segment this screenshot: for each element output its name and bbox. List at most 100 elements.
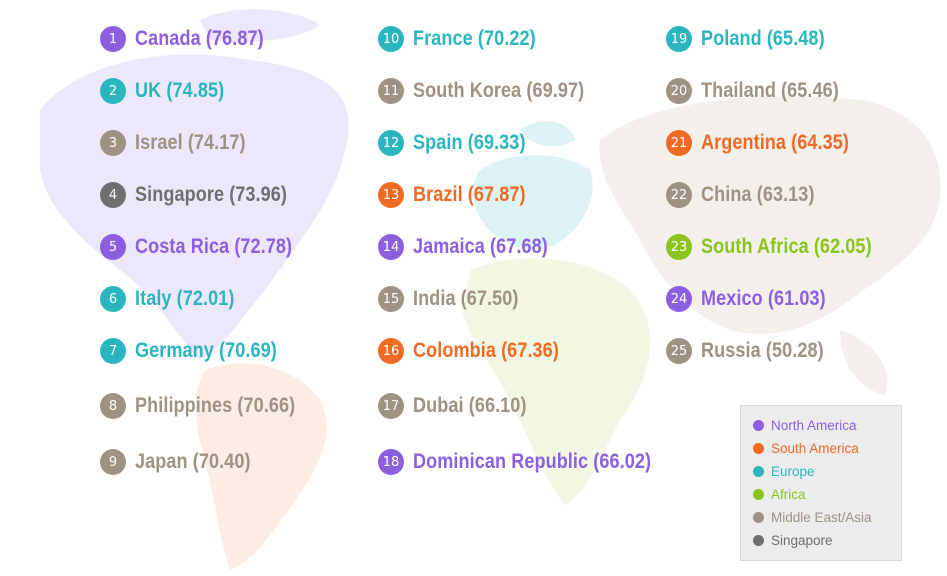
rank-badge: 6 — [100, 286, 126, 312]
ranking-entry: 5 Costa Rica (72.78) — [100, 233, 318, 261]
country-name: France — [413, 27, 473, 50]
legend-item: Africa — [753, 483, 901, 506]
legend-dot — [753, 535, 764, 546]
country-name: Argentina — [701, 131, 787, 154]
ranking-entry: 11 South Korea (69.97) — [378, 77, 612, 105]
legend-item: Singapore — [753, 529, 901, 552]
entry-label: UK (74.85) — [135, 79, 225, 102]
entry-label: Singapore (73.96) — [135, 183, 288, 206]
country-name: Japan — [135, 450, 188, 473]
ranking-entry: 13 Brazil (67.87) — [378, 181, 544, 209]
country-name: Russia — [701, 339, 761, 362]
country-score: 64.35 — [797, 131, 843, 154]
country-score: 50.28 — [771, 339, 818, 362]
country-score: 74.85 — [172, 79, 219, 102]
ranking-entry: 22 China (63.13) — [666, 181, 833, 209]
ranking-entry: 6 Italy (72.01) — [100, 285, 251, 313]
ranking-entry: 23 South Africa (62.05) — [666, 233, 899, 261]
country-name: Thailand — [701, 79, 776, 102]
country-score: 69.97 — [532, 79, 579, 102]
country-score: 62.05 — [819, 235, 866, 258]
rank-badge: 5 — [100, 234, 126, 260]
country-name: Singapore — [135, 183, 225, 206]
ranking-entry: 8 Philippines (70.66) — [100, 392, 321, 420]
ranking-entry: 16 Colombia (67.36) — [378, 337, 583, 365]
entry-label: Mexico (61.03) — [701, 287, 826, 310]
country-score: 72.78 — [240, 235, 287, 258]
legend-label: Singapore — [771, 533, 833, 548]
legend-item: Middle East/Asia — [753, 506, 901, 529]
rank-badge: 18 — [378, 449, 404, 475]
legend-label: Europe — [771, 464, 815, 479]
legend-dot — [753, 512, 764, 523]
country-score: 70.40 — [198, 450, 245, 473]
country-score: 67.50 — [466, 287, 513, 310]
rank-badge: 8 — [100, 393, 126, 419]
entry-label: Canada (76.87) — [135, 27, 264, 50]
country-score: 65.48 — [772, 27, 819, 50]
country-name: Jamaica — [413, 235, 485, 258]
country-score: 66.10 — [474, 394, 521, 417]
entry-label: Costa Rica (72.78) — [135, 235, 293, 258]
ranking-entry: 14 Jamaica (67.68) — [378, 233, 570, 261]
entry-label: Germany (70.69) — [135, 339, 277, 362]
rank-badge: 11 — [378, 78, 404, 104]
entry-label: Italy (72.01) — [135, 287, 235, 310]
rank-badge: 22 — [666, 182, 692, 208]
ranking-entry: 20 Thailand (65.46) — [666, 77, 861, 105]
country-name: China — [701, 183, 752, 206]
ranking-entry: 3 Israel (74.17) — [100, 129, 264, 157]
country-score: 72.01 — [182, 287, 229, 310]
country-score: 63.13 — [762, 183, 809, 206]
country-name: Spain — [413, 131, 463, 154]
legend-label: Africa — [771, 487, 806, 502]
entry-label: Brazil (67.87) — [413, 183, 526, 206]
rank-badge: 14 — [378, 234, 404, 260]
country-score: 74.17 — [193, 131, 240, 154]
entry-label: South Korea (69.97) — [413, 79, 585, 102]
entry-label: Russia (50.28) — [701, 339, 824, 362]
entry-label: Japan (70.40) — [135, 450, 251, 473]
country-score: 76.87 — [211, 27, 258, 50]
rank-badge: 24 — [666, 286, 692, 312]
country-name: South Korea — [413, 79, 522, 102]
entry-label: Dominican Republic (66.02) — [413, 450, 652, 473]
ranking-entry: 24 Mexico (61.03) — [666, 285, 846, 313]
rank-badge: 12 — [378, 130, 404, 156]
country-name: Canada — [135, 27, 201, 50]
country-score: 70.22 — [483, 27, 530, 50]
ranking-entry: 7 Germany (70.69) — [100, 337, 300, 365]
entry-label: France (70.22) — [413, 27, 536, 50]
legend-item: North America — [753, 414, 901, 437]
region-legend: North America South America Europe Africa Mi… — [740, 405, 902, 561]
country-score: 61.03 — [773, 287, 820, 310]
rank-badge: 10 — [378, 26, 404, 52]
ranking-entry: 12 Spain (69.33) — [378, 129, 544, 157]
entry-label: Thailand (65.46) — [701, 79, 839, 102]
entry-label: Poland (65.48) — [701, 27, 825, 50]
country-name: Costa Rica — [135, 235, 230, 258]
country-name: Italy — [135, 287, 172, 310]
ranking-entry: 4 Singapore (73.96) — [100, 181, 312, 209]
country-score: 73.96 — [235, 183, 281, 206]
country-score: 67.87 — [473, 183, 520, 206]
rank-badge: 19 — [666, 26, 692, 52]
rank-badge: 21 — [666, 130, 692, 156]
country-name: Poland — [701, 27, 762, 50]
south-america-shape — [195, 363, 327, 570]
legend-dot — [753, 466, 764, 477]
asia-shape — [599, 96, 941, 395]
country-name: South Africa — [701, 235, 809, 258]
country-name: Philippines — [135, 394, 233, 417]
ranking-entry: 1 Canada (76.87) — [100, 25, 285, 53]
africa-shape — [462, 258, 651, 505]
entry-label: Israel (74.17) — [135, 131, 246, 154]
rank-badge: 2 — [100, 78, 126, 104]
country-score: 70.69 — [225, 339, 271, 362]
ranking-entry: 17 Dubai (66.10) — [378, 392, 545, 420]
entry-label: India (67.50) — [413, 287, 519, 310]
entry-label: South Africa (62.05) — [701, 235, 872, 258]
rank-badge: 15 — [378, 286, 404, 312]
country-name: India — [413, 287, 456, 310]
country-score: 67.36 — [507, 339, 553, 362]
